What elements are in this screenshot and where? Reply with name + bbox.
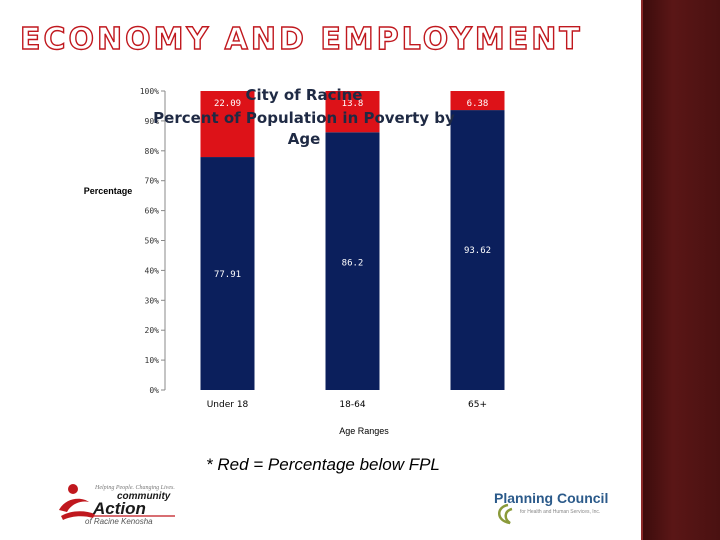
x-tick-label: 65+	[468, 400, 487, 410]
data-label: 6.38	[467, 99, 489, 109]
planning-council-logo: Planning Council for Health and Human Se…	[494, 490, 608, 525]
svg-text:of Racine Kenosha: of Racine Kenosha	[85, 517, 153, 525]
data-label: 77.91	[214, 270, 241, 280]
data-label: 13.8	[342, 99, 364, 109]
y-tick-label: 80%	[145, 147, 160, 156]
svg-text:Action: Action	[92, 499, 146, 518]
y-tick-label: 60%	[145, 207, 160, 216]
y-tick-label: 40%	[145, 266, 160, 275]
x-tick-label: Under 18	[207, 400, 249, 410]
bar-segment	[450, 91, 505, 111]
y-tick-label: 20%	[145, 326, 160, 335]
bar-segment	[200, 91, 255, 158]
y-tick-label: 100%	[140, 87, 159, 96]
data-label: 86.2	[342, 258, 364, 268]
side-panel-edge	[641, 0, 643, 540]
chart-title-line: Age	[288, 130, 321, 148]
bar-segment	[200, 157, 255, 390]
data-label: 93.62	[464, 246, 491, 256]
x-axis-title: Age Ranges	[339, 426, 389, 436]
y-axis-title: Percentage	[84, 186, 133, 196]
y-tick-label: 90%	[145, 117, 160, 126]
bar-segment	[325, 132, 380, 390]
planning-council-swirl-icon	[498, 503, 513, 525]
chart-title-line: City of Racine	[246, 86, 363, 104]
y-tick-label: 0%	[149, 386, 159, 395]
side-panel	[641, 0, 720, 540]
svg-text:Helping People. Changing Lives: Helping People. Changing Lives.	[94, 485, 175, 491]
svg-text:community: community	[117, 491, 171, 502]
svg-text:Planning Council: Planning Council	[494, 490, 608, 506]
bar-segment	[450, 110, 505, 390]
bar-segment	[325, 91, 380, 133]
y-tick-label: 30%	[145, 296, 160, 305]
chart-title-line: Percent of Population in Poverty by	[153, 109, 455, 127]
y-tick-label: 50%	[145, 237, 160, 246]
y-tick-label: 10%	[145, 356, 160, 365]
community-action-logo: Helping People. Changing Lives. communit…	[59, 484, 175, 525]
slide-title: ECONOMY AND EMPLOYMENT	[19, 21, 583, 57]
y-tick-label: 70%	[145, 177, 160, 186]
footnote: * Red = Percentage below FPL	[206, 455, 440, 474]
data-label: 22.09	[214, 99, 241, 109]
community-action-figure-icon	[59, 484, 95, 520]
x-tick-label: 18-64	[339, 400, 365, 410]
svg-text:for Health and Human Services,: for Health and Human Services, Inc.	[520, 509, 600, 515]
